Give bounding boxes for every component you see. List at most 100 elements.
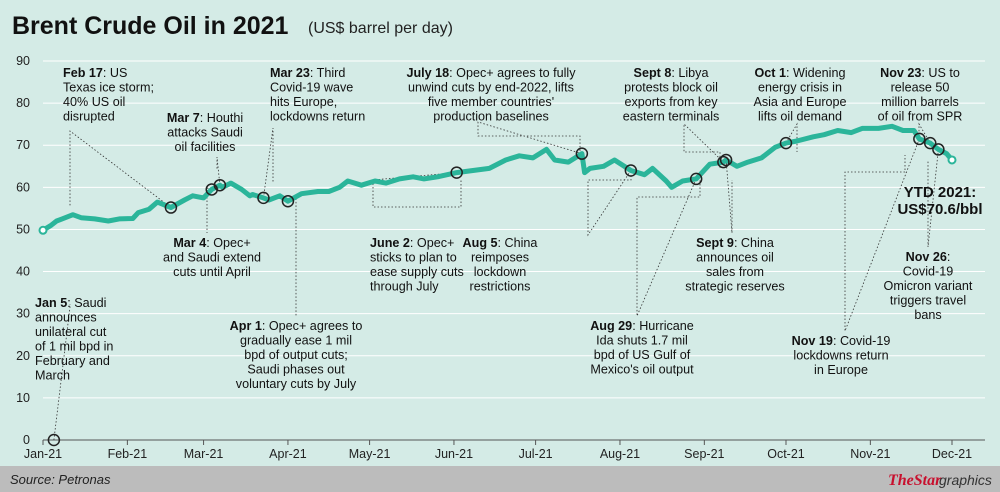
annotation-line: exports from key — [624, 95, 718, 109]
x-tick-label: Jul-21 — [519, 447, 553, 461]
annotation-line: sticks to plan to — [370, 251, 457, 265]
annotation-rest: : Libya — [671, 66, 708, 80]
source-text: Source: Petronas — [10, 472, 111, 487]
x-tick-label: Dec-21 — [932, 447, 972, 461]
annotation-line: of oil from SPR — [878, 110, 963, 124]
annotation-rest: : Covid-19 — [833, 334, 890, 348]
annotation-line: restrictions — [470, 280, 531, 294]
annotation-heading: Oct 1: Widening — [754, 66, 845, 80]
annotation-line: Omicron variant — [884, 279, 973, 293]
annotation-line: announces — [35, 311, 97, 325]
annotation-line: oil facilities — [175, 140, 236, 154]
annotation-line: energy crisis in — [758, 81, 842, 95]
annotation-line: reimposes — [471, 251, 529, 265]
event-marker — [575, 147, 589, 160]
annotation-date: Feb 17 — [63, 66, 103, 80]
annotation-line: eastern terminals — [623, 110, 720, 124]
x-tick-label: Jan-21 — [24, 447, 62, 461]
annotation-line: announces oil — [696, 251, 774, 265]
y-tick-label: 20 — [16, 349, 30, 363]
annotation-date: Apr 1 — [230, 319, 262, 333]
y-tick-label: 30 — [16, 307, 30, 321]
leader-line — [844, 138, 920, 332]
x-tick-label: May-21 — [349, 447, 391, 461]
annotation-rest: : China — [734, 236, 774, 250]
annotation-date: Sept 9 — [696, 236, 734, 250]
annotation-line: lifts oil demand — [758, 110, 842, 124]
annotation-rest: : Opec+ — [206, 236, 250, 250]
annotation-heading: Nov 23: US to — [880, 66, 960, 80]
annotation-heading: Sept 8: Libya — [634, 66, 709, 80]
event-marker — [164, 201, 178, 214]
annotation-date: Mar 4 — [173, 236, 206, 250]
annotation-line: voluntary cuts by July — [236, 377, 357, 391]
annotation-line: Asia and Europe — [753, 95, 846, 109]
ytd-label: YTD 2021:US$70.6/bbl — [897, 184, 982, 218]
annotation-line: Saudi phases out — [247, 363, 345, 377]
annotation-heading: Aug 5: China — [463, 236, 538, 250]
annotation-date: Aug 29 — [590, 319, 632, 333]
leader-line — [69, 130, 172, 208]
annotation-line: through July — [370, 280, 439, 294]
event-marker — [779, 136, 793, 150]
annotation-heading: June 2: Opec+ — [370, 236, 454, 250]
annotation-heading: Jan 5: Saudi — [35, 296, 106, 310]
y-tick-label: 10 — [16, 391, 30, 405]
annotation-line: and Saudi extend — [163, 251, 261, 265]
annotation-rest: : Third — [310, 66, 345, 80]
annotation-date: Oct 1 — [754, 66, 786, 80]
annotation-rest: : Hurricane — [632, 319, 694, 333]
annotation-line: March — [35, 369, 70, 383]
annotation-rest: : Houthi — [200, 111, 243, 125]
series-line — [40, 123, 955, 233]
annotation-heading: Nov 26: — [906, 250, 951, 264]
annotation-line: hits Europe, — [270, 95, 337, 109]
y-tick-label: 0 — [23, 433, 30, 447]
leader-line — [477, 121, 582, 160]
y-tick-label: 80 — [16, 96, 30, 110]
annotation-heading: Feb 17: US — [63, 66, 127, 80]
annotation-date: Nov 23 — [880, 66, 921, 80]
annotation-rest: : Widening — [786, 66, 846, 80]
annotation-heading: Aug 29: Hurricane — [590, 319, 694, 333]
annotation-line: Mexico's oil output — [590, 363, 694, 377]
annotation-date: Aug 5 — [463, 236, 498, 250]
annotation-line: lockdowns return — [793, 349, 888, 363]
annotation-heading: July 18: Opec+ agrees to fully — [406, 66, 576, 80]
annotation-line: of 1 mil bpd in — [35, 340, 113, 354]
x-axis: Jan-21 Feb-21 Mar-21 Apr-21 May-21 Jun-21 Jul-… — [24, 440, 972, 461]
y-tick-label: 70 — [16, 138, 30, 152]
annotation-rest: : — [947, 250, 951, 264]
annotation-rest: : China — [498, 236, 538, 250]
annotation-line: unwind cuts by end-2022, lifts — [408, 81, 574, 95]
ytd-text: US$70.6/bbl — [897, 201, 982, 218]
annotation-line: cuts until April — [173, 265, 251, 279]
annotation-heading: Sept 9: China — [696, 236, 774, 250]
annotation-line: February and — [35, 354, 110, 368]
x-tick-label: Mar-21 — [184, 447, 224, 461]
leader-line — [53, 304, 71, 441]
annotation-line: gradually ease 1 mil — [240, 334, 352, 348]
x-tick-label: Sep-21 — [684, 447, 724, 461]
annotation-heading: Mar 23: Third — [270, 66, 345, 80]
annotation-line: unilateral cut — [35, 325, 107, 339]
annotation-date: Nov 19 — [792, 334, 833, 348]
annotation-line: release 50 — [891, 81, 950, 95]
annotation-heading: Apr 1: Opec+ agrees to — [230, 319, 363, 333]
annotation-line: lockdown — [474, 265, 527, 279]
annotation-rest: : US to — [921, 66, 960, 80]
leader-line — [785, 122, 798, 152]
leader-line — [216, 156, 221, 186]
event-marker — [689, 172, 703, 186]
annotation-line: Covid-19 wave — [270, 81, 353, 95]
brand-sub: graphics — [939, 472, 992, 488]
annotation-date: Mar 7 — [167, 111, 200, 125]
annotation-rest: : Saudi — [67, 296, 106, 310]
annotation-date: Jan 5 — [35, 296, 67, 310]
y-tick-label: 90 — [16, 54, 30, 68]
event-marker — [47, 433, 61, 447]
annotation-heading: Mar 4: Opec+ — [173, 236, 250, 250]
